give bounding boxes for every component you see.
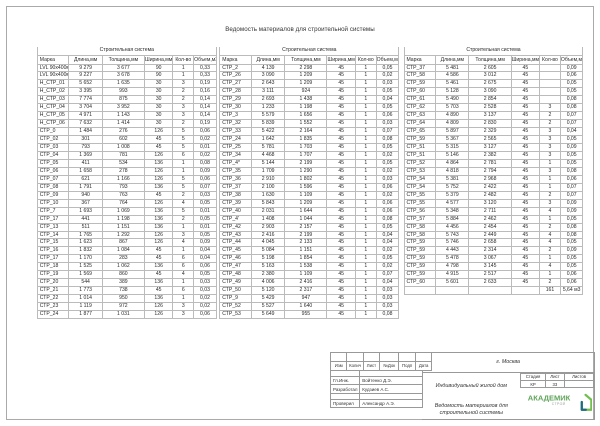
svg-text:АКАДЕМИК: АКАДЕМИК [527, 394, 570, 403]
svg-text:СТРОЙ: СТРОЙ [551, 402, 565, 406]
